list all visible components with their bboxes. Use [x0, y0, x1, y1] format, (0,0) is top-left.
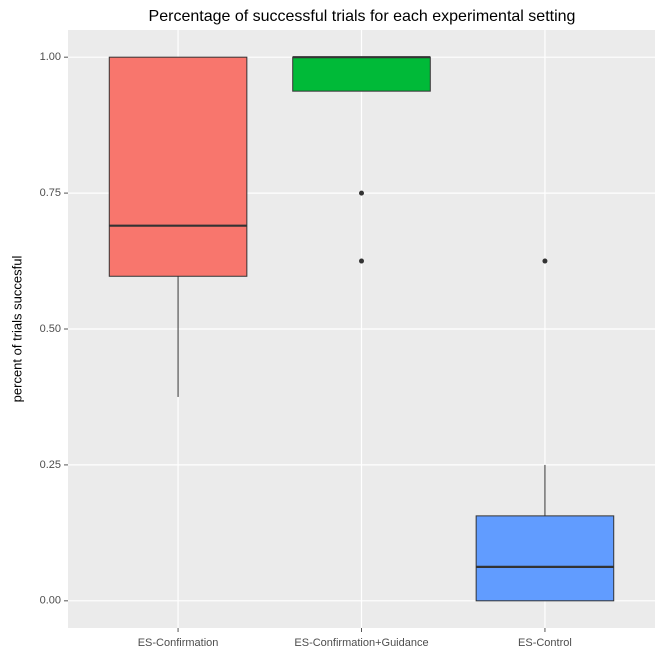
box	[292, 56, 431, 92]
x-tick-label: ES-Confirmation	[138, 637, 219, 649]
x-tick-label: ES-Control	[518, 637, 572, 649]
y-tick-label: 0.75	[40, 187, 61, 199]
y-tick-label: 0.25	[40, 459, 61, 471]
x-tick-label: ES-Confirmation+Guidance	[294, 637, 428, 649]
y-axis-label: percent of trials succesful	[9, 256, 24, 403]
y-tick-label: 0.00	[40, 595, 61, 607]
y-tick-label: 1.00	[40, 51, 61, 63]
box	[108, 56, 248, 277]
outlier	[359, 258, 364, 264]
box	[475, 515, 615, 602]
outlier	[359, 190, 364, 196]
outlier	[542, 258, 548, 264]
chart-title: Percentage of successful trials for each…	[149, 8, 576, 25]
y-tick-label: 0.50	[40, 323, 61, 335]
